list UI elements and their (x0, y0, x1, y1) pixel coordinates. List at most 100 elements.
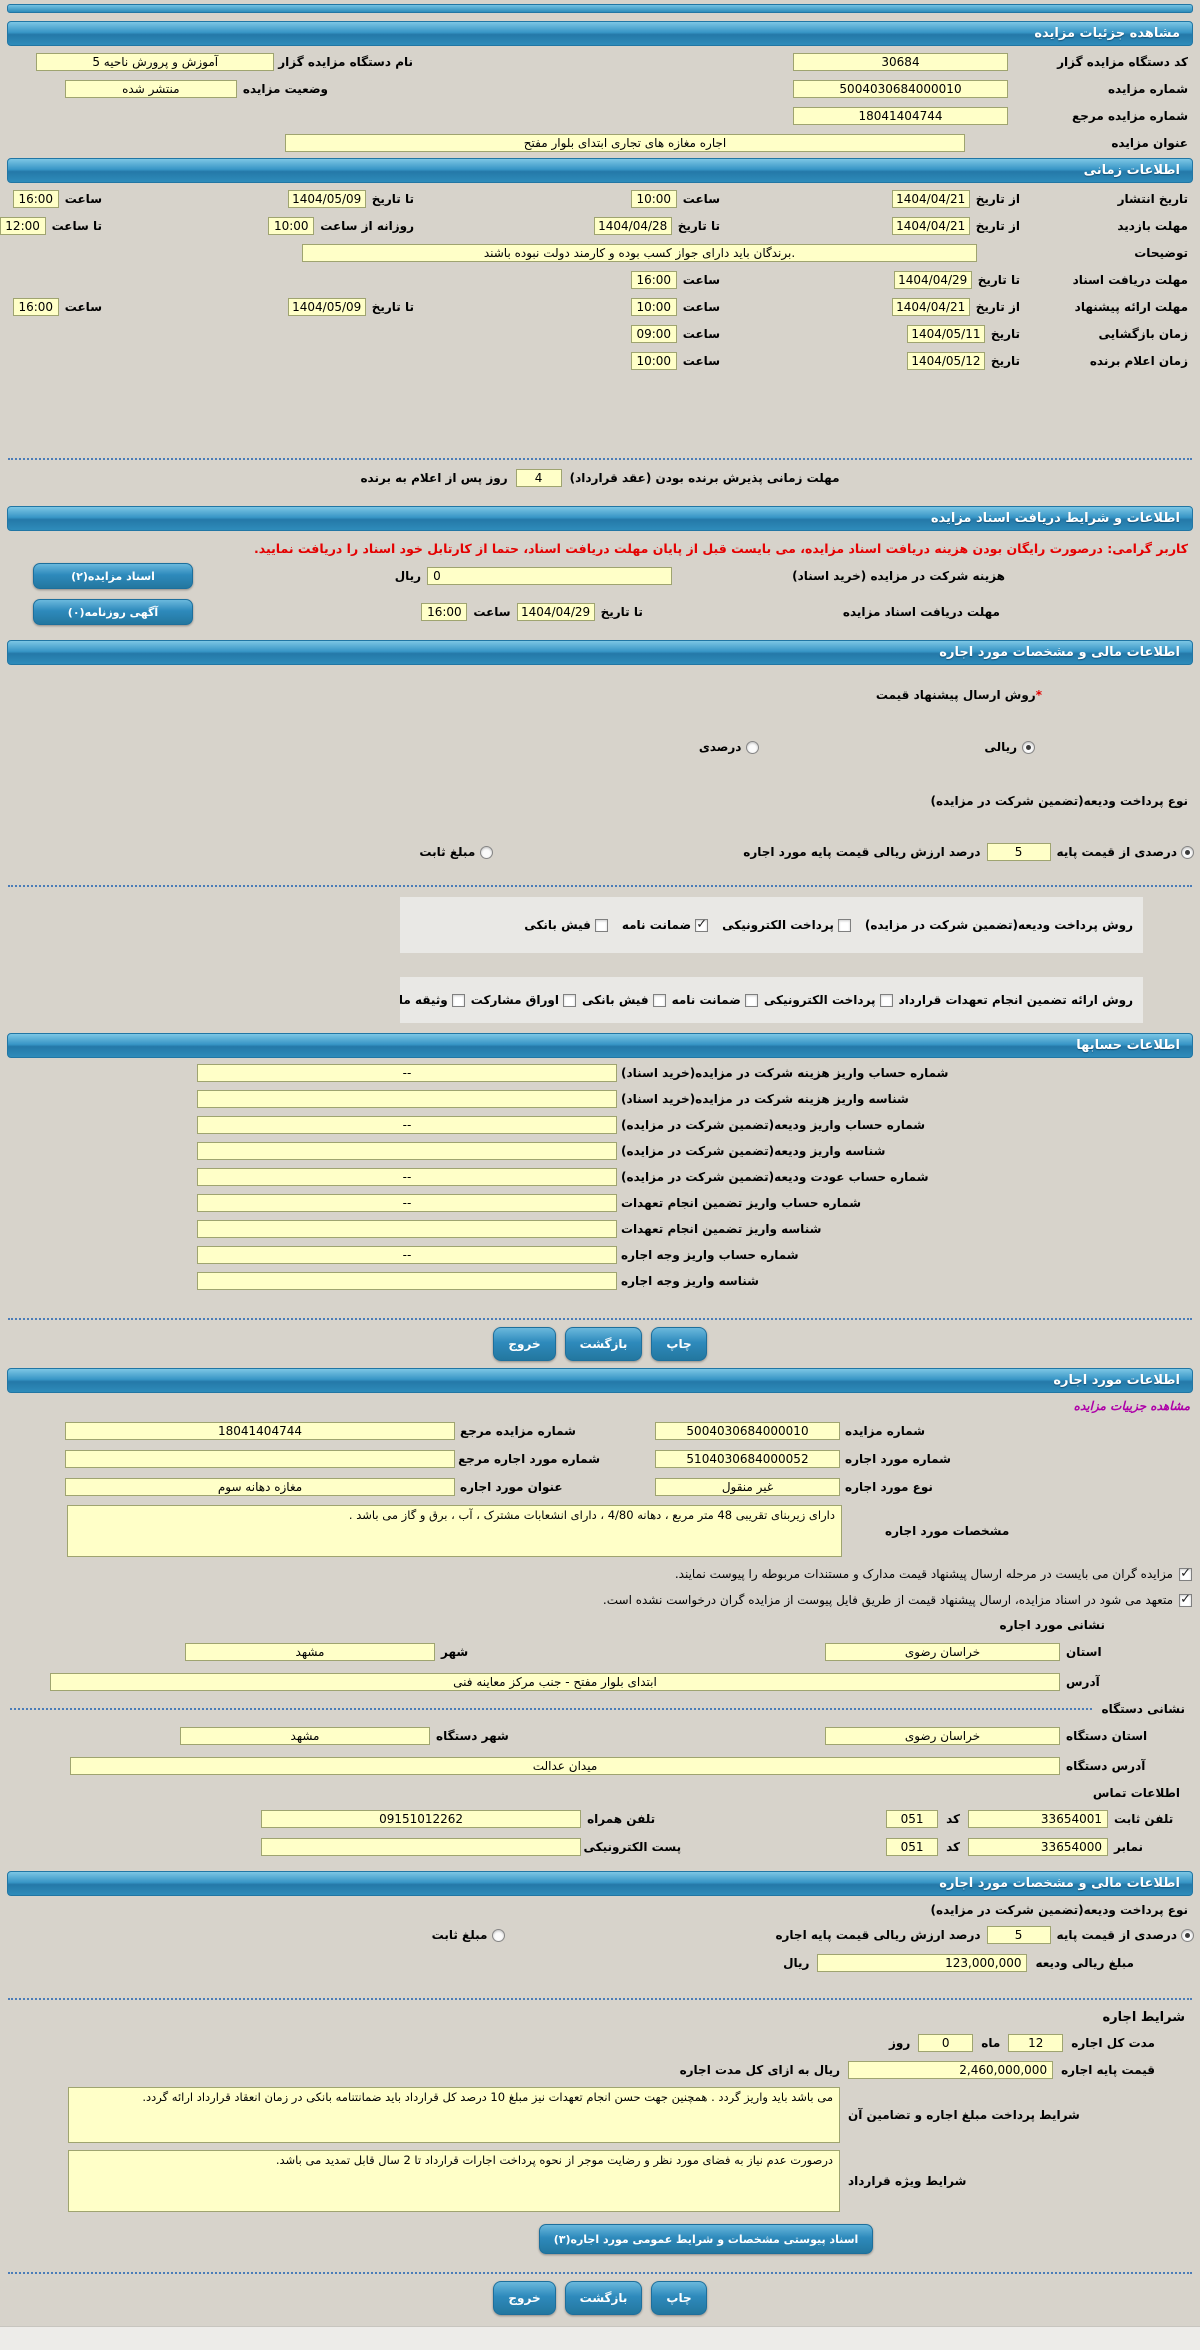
percent-of-base-radio[interactable] (1181, 1928, 1194, 1942)
rent-days-field[interactable]: 0 (918, 2034, 974, 2052)
account-row: شماره حساب واریز تضمین انجام تعهدات -- (0, 1190, 1200, 1216)
participation-bonds-checkbox[interactable] (563, 993, 577, 1007)
guarantee-letter-checkbox[interactable] (695, 918, 709, 932)
opening-time-field[interactable]: 09:00 (630, 324, 677, 343)
epay-label: پرداخت الکترونیکی (763, 993, 876, 1007)
account-field[interactable]: -- (197, 1116, 617, 1134)
deposit-amount-row: مبلغ ریالی ودیعه 123,000,000 ریال (0, 1948, 1200, 1978)
item-number-field[interactable]: 5104030684000052 (655, 1450, 840, 1468)
phone-field[interactable]: 33654001 (968, 1810, 1108, 1828)
auction-title-field[interactable]: اجاره مغازه های تجاری ابتدای بلوار مفتح (285, 133, 965, 152)
print-button[interactable]: چاپ (651, 2281, 707, 2315)
participation-fee-field[interactable]: 0 (427, 567, 673, 585)
docs-deadline-time-field[interactable]: 16:00 (630, 270, 677, 289)
notes-field[interactable]: برندگان باید دارای جواز کسب بوده و کارمن… (302, 243, 977, 262)
exit-button[interactable]: خروج (493, 1327, 556, 1361)
exit-button[interactable]: خروج (493, 2281, 556, 2315)
deposit-percent-field[interactable]: 5 (986, 1926, 1051, 1944)
epay-checkbox[interactable] (879, 993, 893, 1007)
back-button[interactable]: بازگشت (564, 2281, 643, 2315)
org-city-field[interactable]: مشهد (180, 1727, 430, 1745)
visit-to-time-field[interactable]: 12:00 (0, 216, 46, 235)
area-code-field[interactable]: 051 (886, 1838, 939, 1856)
account-field[interactable]: -- (197, 1246, 617, 1264)
bid-from-date-field[interactable]: 1404/04/21 (891, 297, 970, 316)
auction-docs-button[interactable]: اسناد مزایده(۲) (33, 563, 193, 589)
epay-checkbox[interactable] (837, 918, 851, 932)
no-file-bid-checkbox[interactable] (1179, 1593, 1192, 1607)
guarantee-letter-checkbox[interactable] (744, 993, 758, 1007)
bid-from-time-field[interactable]: 10:00 (630, 297, 677, 316)
province-field[interactable]: خراسان رضوی (825, 1643, 1060, 1661)
email-field[interactable] (261, 1838, 582, 1856)
contract-guarantee-label: روش ارائه تضمین انجام تعهدات قرارداد (898, 993, 1133, 1007)
org-province-field[interactable]: خراسان رضوی (825, 1727, 1060, 1745)
auction-number-field[interactable]: 5004030684000010 (793, 79, 1008, 98)
area-code-field[interactable]: 051 (886, 1810, 939, 1828)
item-ref-field[interactable] (65, 1450, 455, 1468)
account-field[interactable] (197, 1220, 617, 1238)
visit-from-time-field[interactable]: 10:00 (268, 216, 315, 235)
org-name-field[interactable]: آموزش و پرورش ناحیه 5 (36, 52, 275, 71)
account-field[interactable]: -- (197, 1194, 617, 1212)
auction-number-field[interactable]: 5004030684000010 (655, 1422, 840, 1440)
back-button[interactable]: بازگشت (564, 1327, 643, 1361)
auction-code-field[interactable]: 30684 (793, 52, 1008, 71)
visit-from-date-field[interactable]: 1404/04/21 (891, 216, 970, 235)
docs-receipt-date-field[interactable]: 1404/04/29 (516, 603, 595, 621)
deposit-amount-field[interactable]: 123,000,000 (817, 1954, 1028, 1972)
opening-date-field[interactable]: 1404/05/11 (906, 324, 985, 343)
bid-to-date-field[interactable]: 1404/05/09 (287, 297, 366, 316)
winner-date-field[interactable]: 1404/05/12 (906, 351, 985, 370)
account-field[interactable]: -- (197, 1064, 617, 1082)
attach-docs-checkbox[interactable] (1179, 1567, 1192, 1581)
visit-to-date-field[interactable]: 1404/04/28 (593, 216, 672, 235)
newspaper-ad-button[interactable]: آگهی روزنامه(۰) (33, 599, 193, 625)
to-date-label: تا تاریخ (677, 218, 720, 233)
print-button[interactable]: چاپ (651, 1327, 707, 1361)
org-address-field[interactable]: میدان عدالت (70, 1757, 1060, 1775)
base-price-field[interactable]: 2,460,000,000 (848, 2061, 1054, 2079)
accept-deadline-days-field[interactable]: 4 (515, 469, 562, 487)
payment-terms-textarea[interactable]: می باشد باید واریز گردد . همچنین جهت حسن… (68, 2087, 840, 2143)
rial-radio[interactable] (1022, 740, 1035, 754)
address-field[interactable]: ابتدای بلوار مفتح - جنب مرکز معاینه فنی (50, 1673, 1060, 1691)
publish-from-date-field[interactable]: 1404/04/21 (891, 189, 970, 208)
percent-of-base-radio[interactable] (1181, 845, 1194, 859)
auction-ref-field[interactable]: 18041404744 (793, 106, 1008, 125)
fax-label: نمابر (1114, 1840, 1144, 1854)
separator (8, 1998, 1192, 2000)
publish-to-time-field[interactable]: 16:00 (12, 189, 59, 208)
to-hour-label: تا ساعت (51, 218, 102, 233)
percent-radio[interactable] (746, 740, 760, 754)
fixed-amount-radio[interactable] (480, 845, 494, 859)
docs-deadline-date-field[interactable]: 1404/04/29 (893, 270, 972, 289)
item-type-field[interactable]: غیر منقول (655, 1478, 840, 1496)
fax-field[interactable]: 33654000 (968, 1838, 1108, 1856)
mobile-field[interactable]: 09151012262 (261, 1810, 582, 1828)
fixed-amount-radio[interactable] (492, 1928, 506, 1942)
account-field[interactable] (197, 1272, 617, 1290)
account-field[interactable]: -- (197, 1168, 617, 1186)
item-specs-textarea[interactable]: دارای زیربنای تقریبی 48 متر مربع ، دهانه… (67, 1505, 842, 1557)
deposit-percent-field[interactable]: 5 (986, 843, 1051, 861)
publish-from-time-field[interactable]: 10:00 (630, 189, 677, 208)
bank-slip-checkbox[interactable] (652, 993, 666, 1007)
bid-to-time-field[interactable]: 16:00 (12, 297, 59, 316)
view-auction-details-link[interactable]: مشاهده جزییات مزایده (1073, 1399, 1190, 1413)
account-field[interactable] (197, 1090, 617, 1108)
winner-time-field[interactable]: 10:00 (630, 351, 677, 370)
base-price-label: قیمت پایه اجاره (1061, 2063, 1155, 2077)
rent-months-field[interactable]: 12 (1008, 2034, 1064, 2052)
account-field[interactable] (197, 1142, 617, 1160)
bank-slip-checkbox[interactable] (594, 918, 608, 932)
city-field[interactable]: مشهد (185, 1643, 435, 1661)
item-title-field[interactable]: مغازه دهانه سوم (65, 1478, 455, 1496)
auction-status-field[interactable]: منتشر شده (64, 79, 237, 98)
property-collateral-checkbox[interactable] (451, 993, 465, 1007)
docs-receipt-time-field[interactable]: 16:00 (421, 603, 468, 621)
special-terms-textarea[interactable]: درصورت عدم نیاز به فضای مورد نظر و رضایت… (68, 2150, 840, 2212)
publish-to-date-field[interactable]: 1404/05/09 (287, 189, 366, 208)
auction-ref-field[interactable]: 18041404744 (65, 1422, 455, 1440)
attached-docs-button[interactable]: اسناد پیوستی مشخصات و شرایط عمومی مورد ا… (538, 2224, 874, 2254)
